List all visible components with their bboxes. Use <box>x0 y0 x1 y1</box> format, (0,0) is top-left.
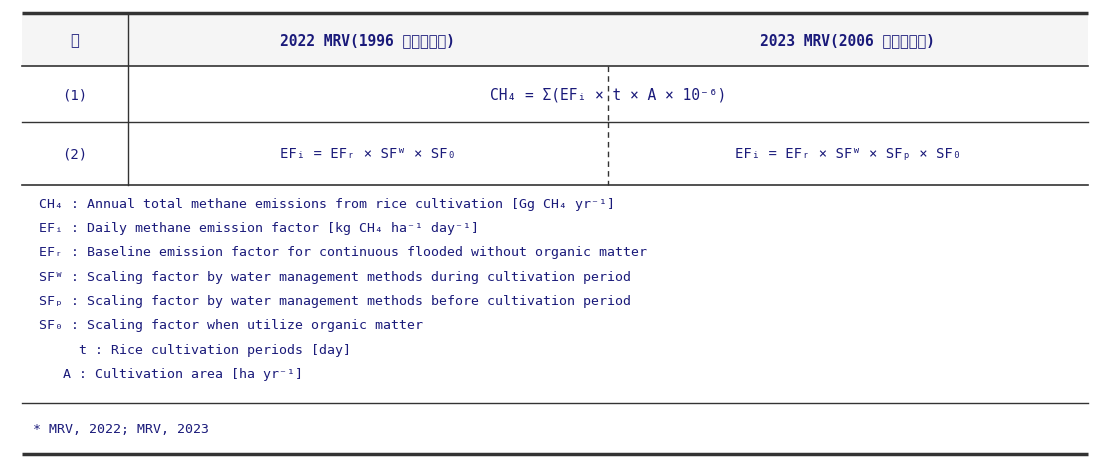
Text: CH₄ : Annual total methane emissions from rice cultivation [Gg CH₄ yr⁻¹]: CH₄ : Annual total methane emissions fro… <box>39 197 615 210</box>
Bar <box>22 123 1088 185</box>
Text: 식: 식 <box>71 33 79 48</box>
Text: EFᵢ = EFᵣ × SFᵂ × SF₀: EFᵢ = EFᵣ × SFᵂ × SF₀ <box>280 147 455 161</box>
Text: A : Cultivation area [ha yr⁻¹]: A : Cultivation area [ha yr⁻¹] <box>39 367 303 381</box>
Bar <box>22 14 1088 67</box>
Text: CH₄ = Σ(EFᵢ × t × A × 10⁻⁶): CH₄ = Σ(EFᵢ × t × A × 10⁻⁶) <box>490 88 726 102</box>
Text: t : Rice cultivation periods [day]: t : Rice cultivation periods [day] <box>39 343 351 356</box>
Text: EFᵢ : Daily methane emission factor [kg CH₄ ha⁻¹ day⁻¹]: EFᵢ : Daily methane emission factor [kg … <box>39 221 478 235</box>
Text: EFᵣ : Baseline emission factor for continuous flooded without organic matter: EFᵣ : Baseline emission factor for conti… <box>39 246 647 259</box>
Bar <box>22 67 1088 123</box>
Text: EFᵢ = EFᵣ × SFᵂ × SFₚ × SF₀: EFᵢ = EFᵣ × SFᵂ × SFₚ × SF₀ <box>735 147 961 161</box>
Text: 2022 MRV(1996 가이드라인): 2022 MRV(1996 가이드라인) <box>280 33 455 48</box>
Text: SFᵂ : Scaling factor by water management methods during cultivation period: SFᵂ : Scaling factor by water management… <box>39 270 630 283</box>
Text: (2): (2) <box>62 147 88 161</box>
Text: (1): (1) <box>62 88 88 102</box>
Text: * MRV, 2022; MRV, 2023: * MRV, 2022; MRV, 2023 <box>33 422 210 435</box>
Text: SF₀ : Scaling factor when utilize organic matter: SF₀ : Scaling factor when utilize organi… <box>39 319 423 332</box>
Text: 2023 MRV(2006 가이드라인): 2023 MRV(2006 가이드라인) <box>760 33 936 48</box>
Text: SFₚ : Scaling factor by water management methods before cultivation period: SFₚ : Scaling factor by water management… <box>39 294 630 307</box>
